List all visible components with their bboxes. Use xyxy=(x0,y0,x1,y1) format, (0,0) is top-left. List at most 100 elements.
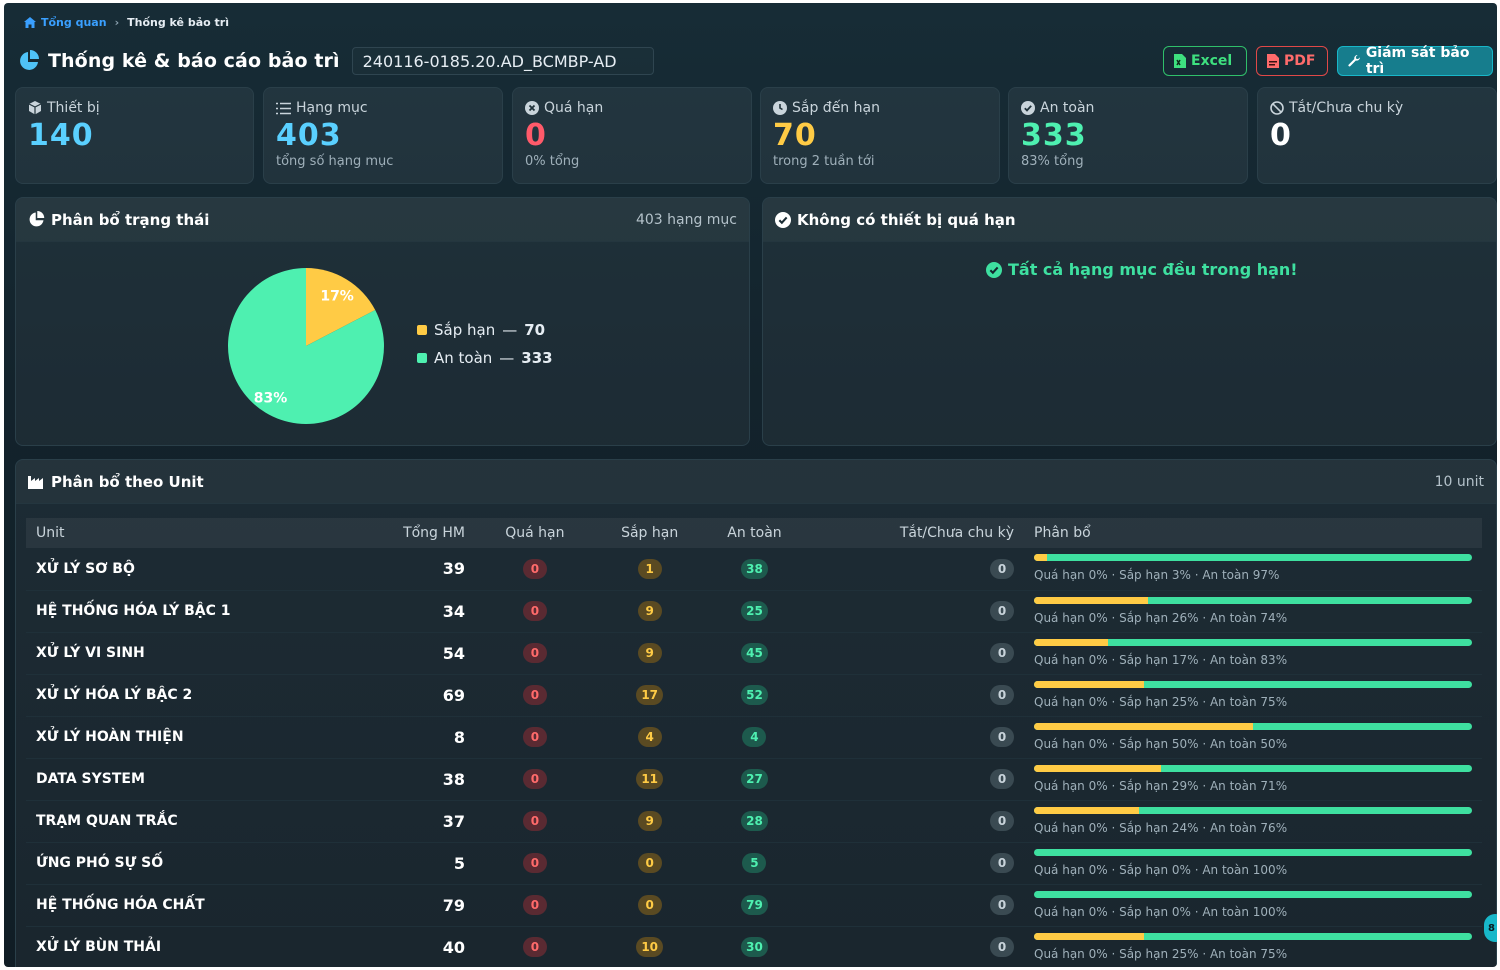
bar-due-soon xyxy=(1034,680,1144,688)
col-disabled[interactable]: Tắt/Chưa chu kỳ xyxy=(804,518,1024,548)
bar-due-soon xyxy=(1034,806,1140,814)
col-distribution[interactable]: Phân bổ xyxy=(1024,518,1482,548)
disabled-cell: 0 xyxy=(804,758,1024,801)
list-icon xyxy=(276,102,291,114)
safe-cell: 52 xyxy=(704,674,805,717)
distribution-bar xyxy=(1034,890,1472,898)
stat-value: 0 xyxy=(525,118,547,153)
report-code-field[interactable]: 240116-0185.20.AD_BCMBP-AD xyxy=(351,47,654,75)
stat-label: An toàn xyxy=(1040,100,1095,116)
overdue-badge: 0 xyxy=(522,558,547,579)
unit-name: XỬ LÝ BÙN THẢI xyxy=(26,926,346,967)
distribution-cell: Quá hạn 0% · Sắp hạn 25% · An toàn 75% xyxy=(1024,674,1482,717)
due-soon-badge: 11 xyxy=(636,769,664,789)
distribution-text: Quá hạn 0% · Sắp hạn 29% · An toàn 71% xyxy=(1034,778,1288,793)
overdue-cell: 0 xyxy=(475,758,595,801)
panel-count: 10 unit xyxy=(1434,473,1484,490)
col-safe[interactable]: An toàn xyxy=(704,518,805,548)
stat-label: Quá hạn xyxy=(544,100,604,116)
stat-value: 70 xyxy=(773,118,817,153)
maintenance-monitor-button[interactable]: Giám sát bảo trì xyxy=(1337,45,1493,77)
soon-cell: 10 xyxy=(594,926,705,967)
panel-title: Phân bổ theo Unit xyxy=(51,472,204,491)
safe-cell: 45 xyxy=(704,632,805,675)
total-items: 8 xyxy=(345,716,475,759)
distribution-bar xyxy=(1034,554,1472,561)
total-items: 69 xyxy=(345,674,475,717)
table-row[interactable]: XỬ LÝ BÙN THẢI 40 0 10 30 0 Quá hạn 0% · Sắp h… xyxy=(26,926,1482,967)
soon-cell: 1 xyxy=(594,548,705,591)
stat-sub: 0% tổng xyxy=(525,154,580,169)
table-row[interactable]: XỬ LÝ SƠ BỘ 39 0 1 38 0 Quá hạn 0% · Sắp hạn 3… xyxy=(26,548,1482,591)
col-unit[interactable]: Unit xyxy=(26,518,346,548)
export-pdf-button[interactable]: PDF xyxy=(1256,46,1328,76)
overdue-badge: 0 xyxy=(522,769,547,789)
safe-cell: 4 xyxy=(704,716,805,759)
table-row[interactable]: XỬ LÝ HOÀN THIỆN 8 0 4 4 0 Quá hạn 0% · Sắp hạ… xyxy=(26,716,1482,759)
overdue-badge: 0 xyxy=(522,685,547,705)
pie-slice[interactable] xyxy=(228,268,384,424)
panel-header: Không có thiết bị quá hạn xyxy=(763,198,1496,242)
legend-label: An toàn xyxy=(434,349,493,367)
bar-due-soon xyxy=(1034,932,1144,940)
overdue-cell: 0 xyxy=(475,800,595,843)
page-title: Thống kê & báo cáo bảo trì xyxy=(48,50,340,72)
total-items: 38 xyxy=(345,758,475,801)
page-header: Thống kê & báo cáo bảo trì 240116-0185.2… xyxy=(18,47,654,75)
unit-table-wrap: Unit Tổng HM Quá hạn Sắp hạn An toàn Tắt… xyxy=(26,518,1482,967)
breadcrumb-home[interactable]: Tổng quan xyxy=(24,16,107,29)
bar-due-soon xyxy=(1034,554,1048,561)
check-circle-icon xyxy=(1021,101,1035,115)
soon-cell: 0 xyxy=(594,884,705,927)
floating-badge[interactable]: 8 xyxy=(1484,914,1497,942)
table-row[interactable]: XỬ LÝ HÓA LÝ BẬC 2 69 0 17 52 0 Quá hạn 0% · S… xyxy=(26,674,1482,717)
disabled-cell: 0 xyxy=(804,884,1024,927)
all-ok-text: Tất cả hạng mục đều trong hạn! xyxy=(1008,260,1298,279)
legend-swatch xyxy=(417,325,427,335)
distribution-cell: Quá hạn 0% · Sắp hạn 29% · An toàn 71% xyxy=(1024,758,1482,801)
total-items: 54 xyxy=(345,632,475,675)
disabled-badge: 0 xyxy=(990,895,1014,915)
safe-badge: 25 xyxy=(741,601,768,621)
legend-item: An toàn —333 xyxy=(417,344,553,372)
safe-cell: 79 xyxy=(704,884,805,927)
overdue-badge: 0 xyxy=(522,727,547,747)
col-soon[interactable]: Sắp hạn xyxy=(594,518,705,548)
stat-label: Hạng mục xyxy=(296,100,368,116)
table-row[interactable]: TRẠM QUAN TRẮC 37 0 9 28 0 Quá hạn 0% · Sắp hạ… xyxy=(26,800,1482,843)
disabled-badge: 0 xyxy=(990,558,1014,579)
overdue-cell: 0 xyxy=(475,632,595,675)
stat-label: Tắt/Chưa chu kỳ xyxy=(1289,100,1404,116)
supervise-label: Giám sát bảo trì xyxy=(1365,45,1470,77)
col-overdue[interactable]: Quá hạn xyxy=(475,518,595,548)
total-items: 40 xyxy=(345,926,475,967)
disabled-cell: 0 xyxy=(804,716,1024,759)
stat-label: Sắp đến hạn xyxy=(792,100,880,116)
disabled-badge: 0 xyxy=(990,853,1014,873)
overdue-cell: 0 xyxy=(475,926,595,967)
safe-badge: 30 xyxy=(741,937,768,957)
table-row[interactable]: HỆ THỐNG HÓA LÝ BẬC 1 34 0 9 25 0 Quá hạn 0% ·… xyxy=(26,590,1482,633)
soon-cell: 9 xyxy=(594,800,705,843)
stat-card-items: Hạng mục 403 tổng số hạng mục xyxy=(263,87,503,184)
soon-cell: 11 xyxy=(594,758,705,801)
col-total[interactable]: Tổng HM xyxy=(345,518,475,548)
total-items: 34 xyxy=(345,590,475,633)
export-excel-button[interactable]: Excel xyxy=(1163,46,1247,76)
disabled-badge: 0 xyxy=(990,727,1014,747)
stat-value: 333 xyxy=(1021,118,1087,153)
bar-due-soon xyxy=(1034,596,1148,604)
distribution-text: Quá hạn 0% · Sắp hạn 17% · An toàn 83% xyxy=(1034,652,1288,667)
excel-label: Excel xyxy=(1191,53,1233,69)
disabled-badge: 0 xyxy=(990,643,1014,663)
table-row[interactable]: HỆ THỐNG HÓA CHẤT 79 0 0 79 0 Quá hạn 0% · Sắp… xyxy=(26,884,1482,927)
total-items: 79 xyxy=(345,884,475,927)
pie-slice[interactable] xyxy=(306,268,376,346)
unit-name: ỨNG PHÓ SỰ SỐ xyxy=(26,842,346,885)
toolbar: Excel PDF Giám sát bảo trì xyxy=(1163,45,1493,77)
table-row[interactable]: XỬ LÝ VI SINH 54 0 9 45 0 Quá hạn 0% · Sắp hạn… xyxy=(26,632,1482,675)
distribution-cell: Quá hạn 0% · Sắp hạn 24% · An toàn 76% xyxy=(1024,800,1482,843)
safe-badge: 79 xyxy=(741,895,768,915)
table-row[interactable]: ỨNG PHÓ SỰ SỐ 5 0 0 5 0 Quá hạn 0% · Sắp hạn 0… xyxy=(26,842,1482,885)
table-row[interactable]: DATA SYSTEM 38 0 11 27 0 Quá hạn 0% · Sắp hạn … xyxy=(26,758,1482,801)
